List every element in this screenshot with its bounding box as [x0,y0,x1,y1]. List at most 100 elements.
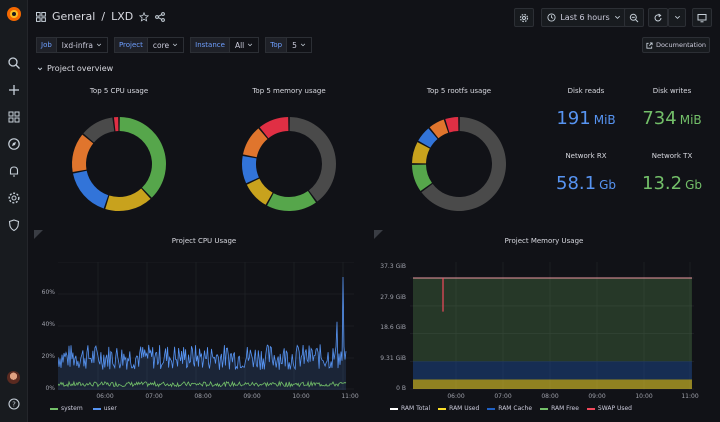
chevron-down-icon [173,43,178,47]
memory-timeseries-chart [410,262,694,390]
memory-x-tick: 07:00 [494,393,512,400]
breadcrumb-dashboard[interactable]: LXD [111,10,134,23]
legend-item-user[interactable]: user [92,405,117,412]
time-range-picker[interactable]: Last 6 hours [541,8,627,27]
donut-slice [289,117,336,202]
external-link-icon [646,41,653,49]
memory-panel-title: Project Memory Usage [504,237,584,245]
legend-label: system [61,405,83,412]
cpu-donut-title: Top 5 CPU usage [89,87,149,95]
cpu-x-tick: 07:00 [145,393,163,400]
zoom-out-button[interactable] [624,8,644,27]
stat-unit: Gb [599,178,616,192]
row-project-overview[interactable]: Project overview [37,64,113,73]
legend-label: user [103,405,117,412]
star-icon[interactable] [139,11,150,22]
network-tx-title: Network TX [651,152,693,160]
cpu-panel-title: Project CPU Usage [171,237,237,245]
plus-icon[interactable] [7,83,21,97]
variable-value[interactable]: 5 [287,37,312,53]
legend-swatch [540,407,549,410]
variable-label: Project [113,37,148,53]
tv-mode-button[interactable] [692,8,712,27]
memory-y-tick: 9.31 GiB [380,355,406,362]
row-title: Project overview [47,64,114,73]
legend-item-ram-cache[interactable]: RAM Cache [487,405,532,412]
memory-x-tick: 11:00 [681,393,699,400]
memory-x-tick: 10:00 [635,393,653,400]
zoom-out-icon [629,13,639,22]
panel-info-corner[interactable] [34,230,43,239]
bell-icon[interactable] [7,164,21,178]
side-nav: ? [0,0,28,422]
network-tx-stat: 13.2 Gb [622,173,720,194]
documentation-link[interactable]: Documentation [642,37,710,53]
ram-cache-area [413,361,692,380]
legend-item-ram-free[interactable]: RAM Free [540,405,579,412]
cpu-y-tick: 40% [41,321,55,328]
donut-slice [119,117,166,198]
chevron-down-icon [37,67,43,70]
panel-info-corner[interactable] [374,230,383,239]
chevron-down-icon [674,15,680,19]
gear-icon[interactable] [7,191,21,205]
grafana-logo-icon[interactable] [6,6,22,22]
stat-unit: MiB [679,113,702,127]
share-icon[interactable] [155,11,166,22]
donut-slice [72,170,109,209]
legend-label: RAM Free [551,405,579,412]
compass-icon[interactable] [7,137,21,151]
cpu-x-tick: 11:00 [341,393,359,400]
variable-project[interactable]: Project core [113,37,185,53]
variable-top[interactable]: Top 5 [265,37,312,53]
rootfs-donut-chart [412,117,506,211]
avatar[interactable] [7,371,20,384]
variable-value[interactable]: All [229,37,260,53]
disk-writes-title: Disk writes [652,87,692,95]
disk-reads-stat: 191 MiB [536,108,636,129]
variable-value[interactable]: lxd-infra [56,37,108,53]
chevron-down-icon [614,15,620,19]
memory-x-tick: 08:00 [541,393,559,400]
dashboards-icon[interactable] [7,110,21,124]
donut-slice [418,128,438,148]
legend-item-system[interactable]: system [50,405,83,412]
cpu-x-tick: 06:00 [96,393,114,400]
cpu-system-series [58,380,347,388]
donut-slice [242,128,268,158]
legend-swatch [92,407,101,410]
help-icon[interactable]: ? [7,397,21,411]
variable-instance[interactable]: Instance All [190,37,260,53]
memory-y-tick: 37.3 GiB [380,263,406,270]
documentation-label: Documentation [655,41,707,49]
refresh-interval-dropdown[interactable] [668,8,686,27]
donut-slice [113,117,119,132]
variable-job[interactable]: Job lxd-infra [36,37,108,53]
stat-unit: Gb [685,178,702,192]
memory-x-tick: 06:00 [447,393,465,400]
rootfs-donut-title: Top 5 rootfs usage [426,87,492,95]
gear-icon [519,13,529,22]
refresh-button[interactable] [648,8,668,27]
legend-item-ram-used[interactable]: RAM Used [438,405,479,412]
shield-icon[interactable] [7,218,21,232]
legend-item-swap-used[interactable]: SWAP Used [586,405,632,412]
stat-value: 191 [556,108,591,129]
svg-text:?: ? [12,401,16,409]
ram-used-area [413,379,692,389]
dashboards-icon [36,11,46,22]
variable-label: Top [265,37,288,53]
donut-slice [412,164,432,191]
dashboard-settings-button[interactable] [514,8,534,27]
top-bar: General / LXD Last 6 hours [28,0,720,34]
cpu-x-tick: 09:00 [243,393,261,400]
cpu-y-tick: 60% [41,289,55,296]
variable-value-text: core [152,40,170,50]
legend-swatch [390,407,398,410]
breadcrumb-folder[interactable]: General [52,10,96,23]
variable-value[interactable]: core [147,37,185,53]
legend-item-ram-total[interactable]: RAM Total [390,405,430,412]
legend-label: SWAP Used [597,405,632,412]
search-icon[interactable] [7,56,21,70]
disk-reads-title: Disk reads [567,87,605,95]
